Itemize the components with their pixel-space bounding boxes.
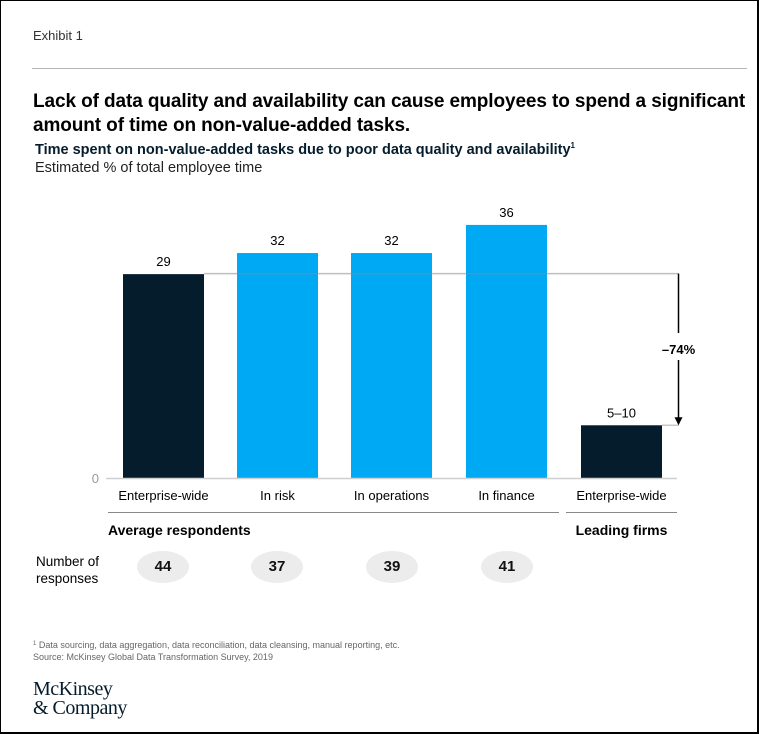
category-label: In finance [478,488,534,503]
category-label: In risk [260,488,295,503]
footnotes: 1 Data sourcing, data aggregation, data … [33,639,400,663]
bar-3 [351,253,432,478]
logo-line2: & Company [33,697,127,719]
category-label: Enterprise-wide [576,488,666,503]
responses-label-line2: responses [36,571,99,586]
response-count-pill: 37 [251,551,303,583]
response-count-pill: 39 [366,551,418,583]
bar-5 [581,425,662,478]
mckinsey-logo: McKinsey & Company [33,678,127,719]
footnote-marker: 1 [570,141,575,150]
responses-label: Number of responses [36,553,99,587]
source-note: Source: McKinsey Global Data Transformat… [33,651,273,662]
arrowhead-icon [674,417,683,426]
category-label: In operations [354,488,430,503]
category-label: Enterprise-wide [118,488,208,503]
footnote-1-marker: 1 [33,641,37,647]
footnote-1-text: Data sourcing, data aggregation, data re… [38,640,400,650]
responses-label-line1: Number of [36,554,100,569]
footnote-1: 1 Data sourcing, data aggregation, data … [33,639,400,652]
bar-4 [466,224,547,478]
unit-label: Estimated % of total employee time [35,160,263,176]
bar-value-label: 5–10 [607,405,636,420]
response-count-pill: 41 [481,551,533,583]
annotation-label: –74% [662,342,696,357]
header-divider [32,68,747,69]
bar-value-label: 29 [156,254,170,269]
bar-value-label: 32 [384,233,398,248]
group-label: Leading firms [576,522,668,538]
group-label: Average respondents [108,522,251,538]
bar-1 [123,274,204,478]
bar-value-label: 32 [270,233,284,248]
chart-subtitle: Time spent on non-value-added tasks due … [35,141,575,158]
bar-2 [237,253,318,478]
exhibit-label: Exhibit 1 [33,28,83,43]
chart-headline: Lack of data quality and availability ca… [33,91,746,136]
y-tick-0: 0 [92,471,99,486]
bar-value-label: 36 [499,205,513,220]
logo-line1: McKinsey [33,678,113,700]
subtitle-text: Time spent on non-value-added tasks due … [35,142,571,158]
response-count-pill: 44 [137,551,189,583]
